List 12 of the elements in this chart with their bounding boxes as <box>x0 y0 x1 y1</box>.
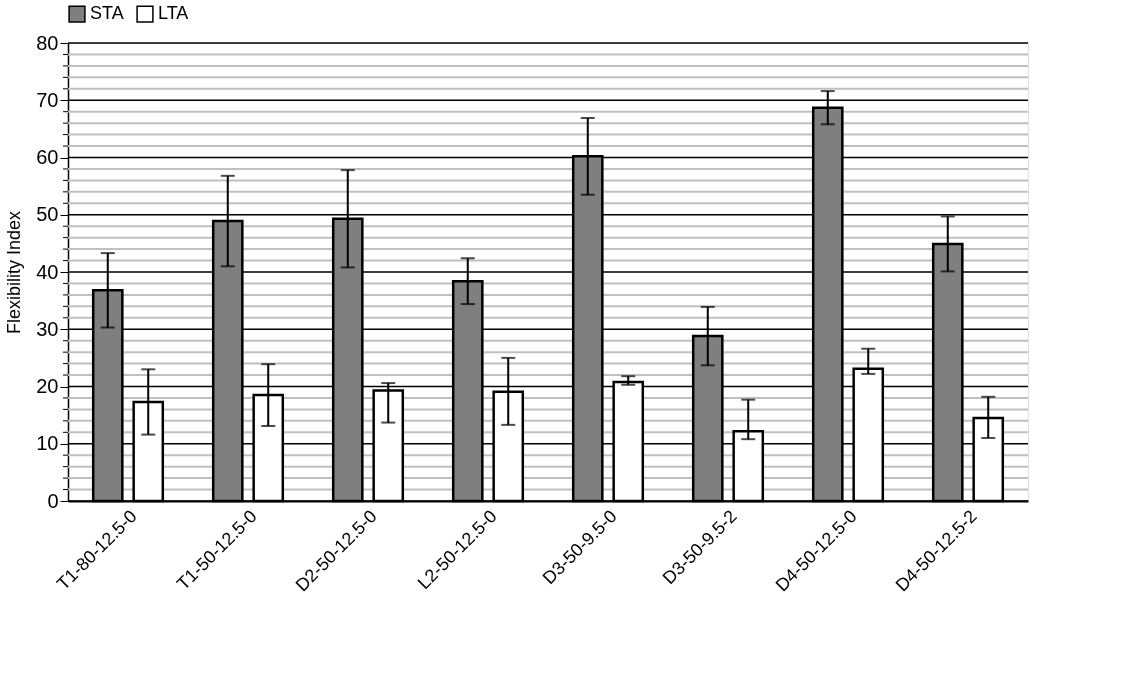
y-tick-label: 30 <box>36 317 59 340</box>
y-tick-label: 60 <box>36 146 59 168</box>
legend-label: LTA <box>158 3 189 24</box>
y-tick-label: 70 <box>36 88 59 111</box>
y-tick-label: 20 <box>36 375 59 397</box>
y-tick-label: 50 <box>36 203 59 226</box>
legend-label: STA <box>90 3 124 24</box>
y-tick-label: 10 <box>36 432 59 455</box>
y-tick-label: 0 <box>47 489 59 512</box>
y-tick-label: 40 <box>36 260 59 283</box>
y-axis-title: Flexibility Index <box>4 210 25 335</box>
y-tick-label: 80 <box>36 31 59 54</box>
